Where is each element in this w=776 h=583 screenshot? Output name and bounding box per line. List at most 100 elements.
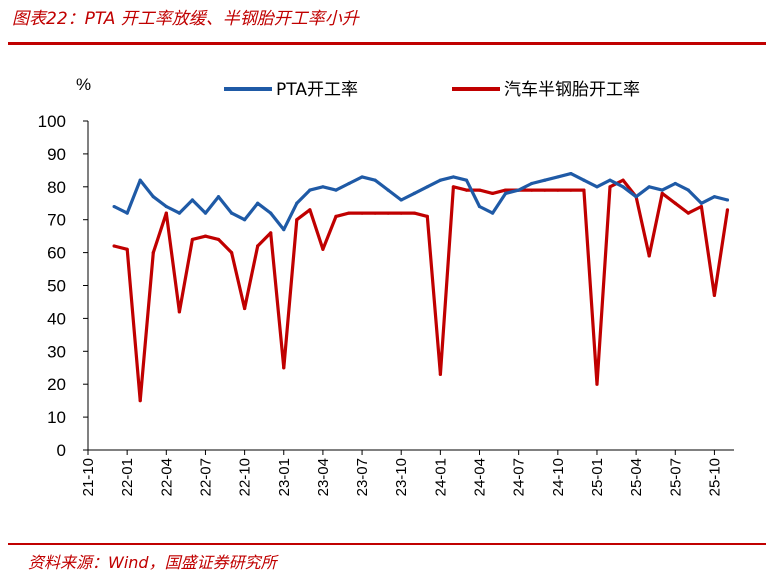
data-point	[295, 201, 299, 205]
data-point	[451, 185, 456, 189]
data-point	[138, 178, 142, 182]
y-tick-label: 70	[47, 211, 66, 230]
data-point	[360, 211, 364, 215]
data-point	[386, 188, 390, 192]
x-tick-label: 23-04	[315, 458, 332, 496]
data-point	[112, 204, 116, 209]
data-point	[425, 214, 429, 219]
data-point	[647, 254, 651, 258]
data-point	[269, 231, 273, 235]
data-point	[334, 214, 338, 219]
title-divider	[8, 42, 766, 45]
data-point	[621, 178, 625, 182]
data-point	[125, 247, 129, 251]
data-point	[647, 185, 651, 189]
data-point	[190, 237, 195, 242]
data-point	[399, 211, 403, 215]
data-point	[151, 251, 155, 255]
data-point	[216, 237, 221, 242]
data-point	[543, 188, 547, 192]
data-point	[321, 247, 325, 251]
data-point	[504, 188, 508, 192]
data-point	[543, 178, 547, 182]
data-point	[177, 310, 181, 314]
data-point	[621, 185, 625, 189]
series-pta	[112, 172, 730, 232]
data-point	[412, 211, 416, 215]
page-title: 图表22：PTA 开工率放缓、半钢胎开工率小升	[12, 9, 359, 29]
data-point	[556, 188, 560, 192]
series-line	[113, 178, 730, 403]
x-tick-label: 22-07	[197, 458, 214, 496]
data-point	[321, 185, 325, 189]
y-tick-label: 20	[47, 375, 66, 394]
series-line	[113, 172, 728, 232]
y-tick-label: 100	[38, 112, 66, 131]
data-point	[464, 188, 469, 192]
data-point	[660, 188, 664, 192]
data-point	[373, 211, 377, 215]
y-tick-label: 30	[47, 342, 66, 361]
data-point	[712, 293, 717, 297]
data-point	[517, 188, 521, 192]
data-point	[712, 195, 717, 199]
data-point	[295, 218, 299, 222]
data-point	[490, 211, 495, 215]
x-tick-label: 25-01	[589, 458, 606, 496]
data-point	[282, 366, 286, 370]
x-tick-label: 23-10	[393, 458, 410, 496]
x-tick-label: 24-10	[550, 458, 567, 496]
data-point	[673, 181, 677, 186]
data-point	[725, 208, 730, 212]
data-point	[190, 198, 195, 202]
data-point	[582, 188, 586, 192]
x-tick-label: 22-10	[237, 458, 254, 496]
data-point	[595, 185, 599, 189]
data-point	[269, 211, 273, 215]
data-point	[373, 178, 377, 182]
data-point	[347, 211, 351, 215]
data-point	[308, 208, 312, 212]
data-point	[477, 204, 482, 209]
data-point	[256, 201, 260, 205]
x-tick-label: 25-10	[706, 458, 723, 496]
data-point	[608, 178, 612, 182]
data-point	[673, 201, 677, 205]
data-point	[112, 244, 116, 248]
legend-label: PTA开工率	[276, 80, 358, 100]
x-tick-label: 21-10	[80, 458, 97, 496]
chart-axes: 0 10 20 30 40 50 60 70 80 90 100 21-10 22-01 22-04 22-…	[38, 112, 734, 496]
data-point	[386, 211, 390, 215]
data-point	[229, 211, 234, 215]
data-point	[530, 181, 534, 186]
y-tick-label: 60	[47, 244, 66, 263]
x-tick-label: 24-07	[511, 458, 528, 496]
data-point	[477, 188, 482, 192]
data-point	[686, 188, 690, 192]
data-point	[595, 382, 599, 386]
x-tick-label: 24-04	[472, 458, 489, 496]
x-tick-label: 25-07	[667, 458, 684, 496]
data-point	[582, 178, 586, 182]
data-point	[686, 211, 690, 215]
data-point	[608, 185, 612, 189]
source-note: 资料来源：Wind，国盛证券研究所	[28, 553, 277, 572]
y-axis-unit: %	[76, 75, 91, 94]
y-tick-label: 0	[57, 441, 66, 460]
data-point	[530, 188, 534, 192]
y-tick-label: 50	[47, 277, 66, 296]
plot-area	[112, 172, 730, 403]
data-point	[216, 195, 221, 199]
data-point	[177, 211, 181, 215]
data-point	[438, 178, 442, 182]
y-tick-label: 10	[47, 408, 66, 427]
x-tick-label: 23-01	[276, 458, 293, 496]
data-point	[138, 399, 142, 403]
data-point	[125, 211, 129, 215]
data-point	[412, 191, 416, 195]
data-point	[569, 172, 573, 176]
data-point	[282, 227, 286, 232]
data-point	[490, 191, 495, 195]
data-point	[634, 195, 638, 199]
